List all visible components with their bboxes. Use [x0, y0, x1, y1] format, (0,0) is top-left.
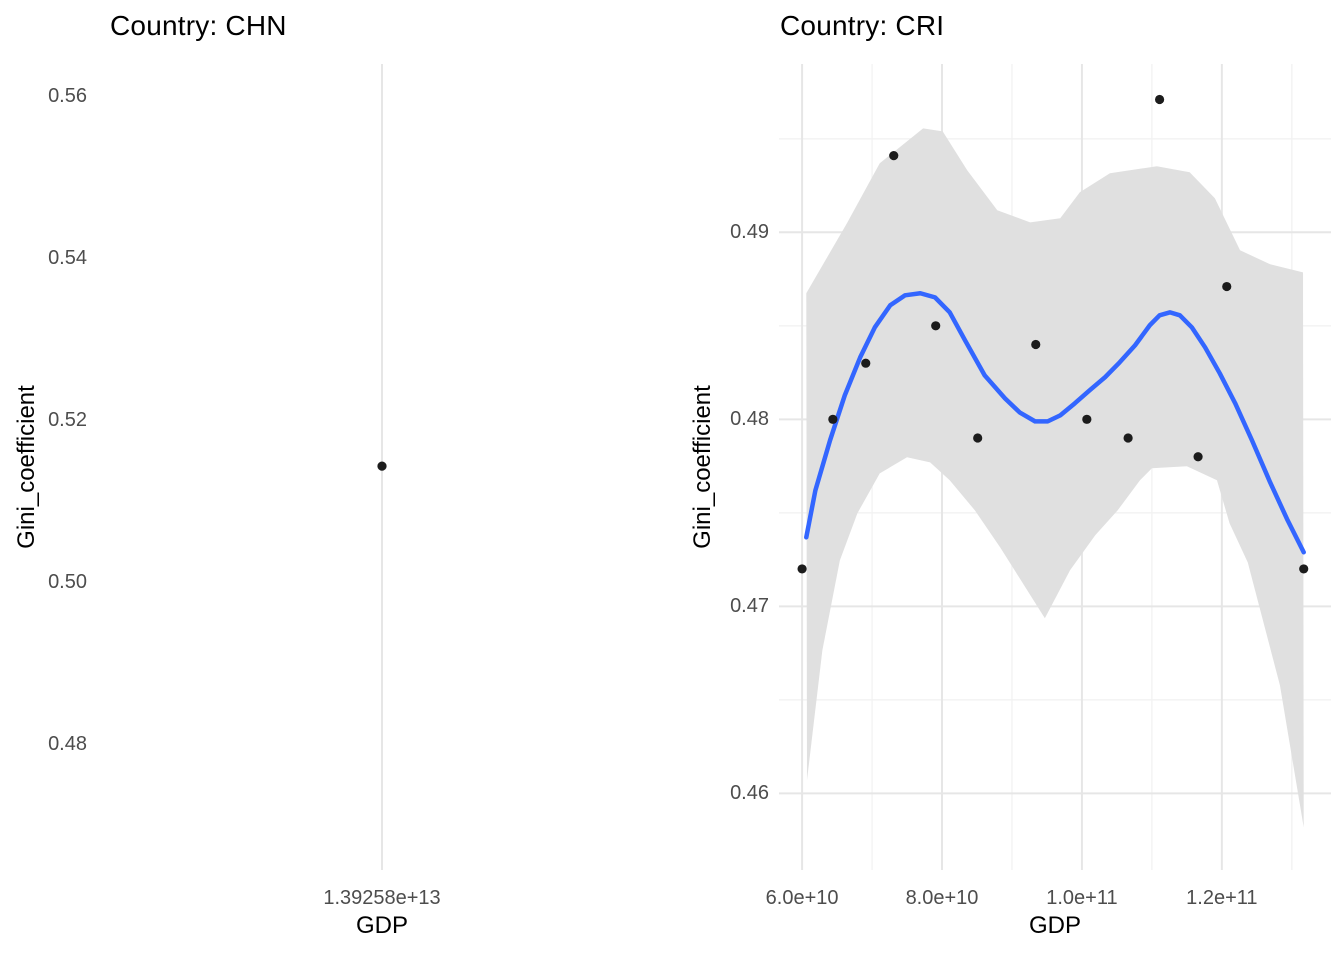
- confidence-ribbon: [806, 128, 1304, 828]
- y-tick-label: 0.54: [48, 246, 87, 269]
- data-point: [377, 461, 387, 471]
- y-tick-label: 0.48: [730, 408, 769, 431]
- chart-title: Country: CHN: [110, 10, 287, 41]
- x-axis-title: GDP: [355, 912, 408, 939]
- x-tick-label: 8.0e+10: [905, 887, 979, 909]
- data-point: [1299, 564, 1309, 574]
- data-point: [973, 433, 983, 443]
- y-tick-label: 0.47: [730, 595, 769, 618]
- y-tick-label: 0.52: [48, 408, 87, 431]
- data-point: [1123, 433, 1133, 443]
- data-point: [889, 151, 899, 161]
- y-tick-label: 0.49: [730, 221, 769, 244]
- data-point: [1222, 281, 1232, 292]
- y-tick-label: 0.48: [48, 732, 87, 755]
- x-axis-title: GDP: [1028, 912, 1081, 939]
- data-point: [828, 414, 838, 424]
- plot-panel: [779, 64, 1331, 870]
- x-tick-label: 1.2e+11: [1186, 887, 1258, 909]
- plot-panel: [95, 64, 669, 870]
- y-axis-title: Gini_coefficient: [689, 385, 716, 549]
- x-tick-label: 6.0e+10: [765, 887, 839, 909]
- data-point: [1031, 339, 1041, 350]
- data-point: [1154, 94, 1165, 105]
- x-tick-label: 1.0e+11: [1046, 887, 1118, 909]
- x-tick-label: 1.39258e+13: [323, 887, 441, 909]
- data-point: [1082, 414, 1092, 424]
- y-tick-label: 0.56: [48, 84, 87, 107]
- data-point: [861, 358, 871, 368]
- data-point: [931, 321, 941, 331]
- chart-title: Country: CRI: [780, 10, 945, 41]
- data-point: [797, 564, 807, 574]
- y-tick-label: 0.50: [48, 570, 87, 593]
- smooth-line: [804, 291, 1306, 555]
- data-point: [1193, 452, 1203, 462]
- y-tick-label: 0.46: [730, 782, 769, 805]
- y-axis-title: Gini_coefficient: [13, 385, 40, 549]
